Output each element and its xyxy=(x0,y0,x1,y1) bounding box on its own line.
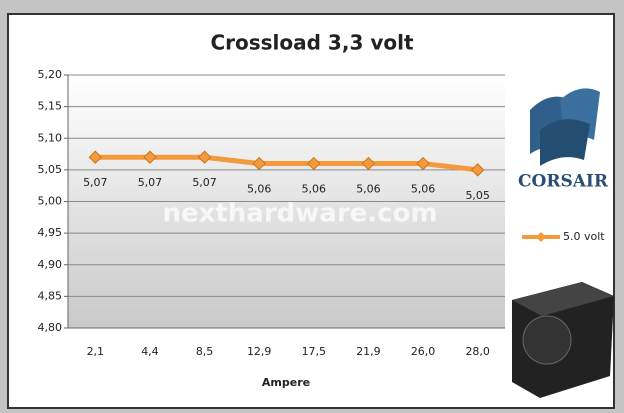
value-label: 5,05 xyxy=(465,189,490,202)
value-label: 5,06 xyxy=(356,183,381,196)
y-tick-label: 5,10 xyxy=(38,131,63,144)
watermark: nexthardware.com xyxy=(162,199,437,229)
legend-label: 5.0 volt xyxy=(563,230,605,243)
y-tick-label: 4,80 xyxy=(38,321,63,334)
chart-title: Crossload 3,3 volt xyxy=(210,31,413,55)
value-label: 5,07 xyxy=(192,176,217,189)
value-label: 5,06 xyxy=(302,183,327,196)
psu-fan xyxy=(523,316,571,364)
x-tick-label: 26,0 xyxy=(411,345,436,358)
y-tick-label: 4,95 xyxy=(38,226,63,239)
logo-text: CORSAIR xyxy=(518,172,609,192)
value-label: 5,07 xyxy=(83,176,108,189)
x-tick-label: 4,4 xyxy=(141,345,159,358)
x-tick-label: 8,5 xyxy=(196,345,214,358)
y-tick-label: 5,20 xyxy=(38,68,63,81)
x-axis-label: Ampere xyxy=(262,376,310,389)
x-tick-label: 2,1 xyxy=(87,345,105,358)
value-label: 5,07 xyxy=(138,176,163,189)
value-label: 5,06 xyxy=(411,183,436,196)
y-tick-label: 5,00 xyxy=(38,195,63,208)
x-tick-label: 12,9 xyxy=(247,345,272,358)
y-tick-label: 5,15 xyxy=(38,100,63,113)
x-tick-label: 28,0 xyxy=(465,345,490,358)
y-tick-label: 4,85 xyxy=(38,289,63,302)
x-tick-label: 21,9 xyxy=(356,345,381,358)
chart: Crossload 3,3 volt Ampere nexthardware.c… xyxy=(0,0,624,413)
x-tick-label: 17,5 xyxy=(302,345,327,358)
value-label: 5,06 xyxy=(247,183,272,196)
y-tick-label: 5,05 xyxy=(38,163,63,176)
y-tick-label: 4,90 xyxy=(38,258,63,271)
